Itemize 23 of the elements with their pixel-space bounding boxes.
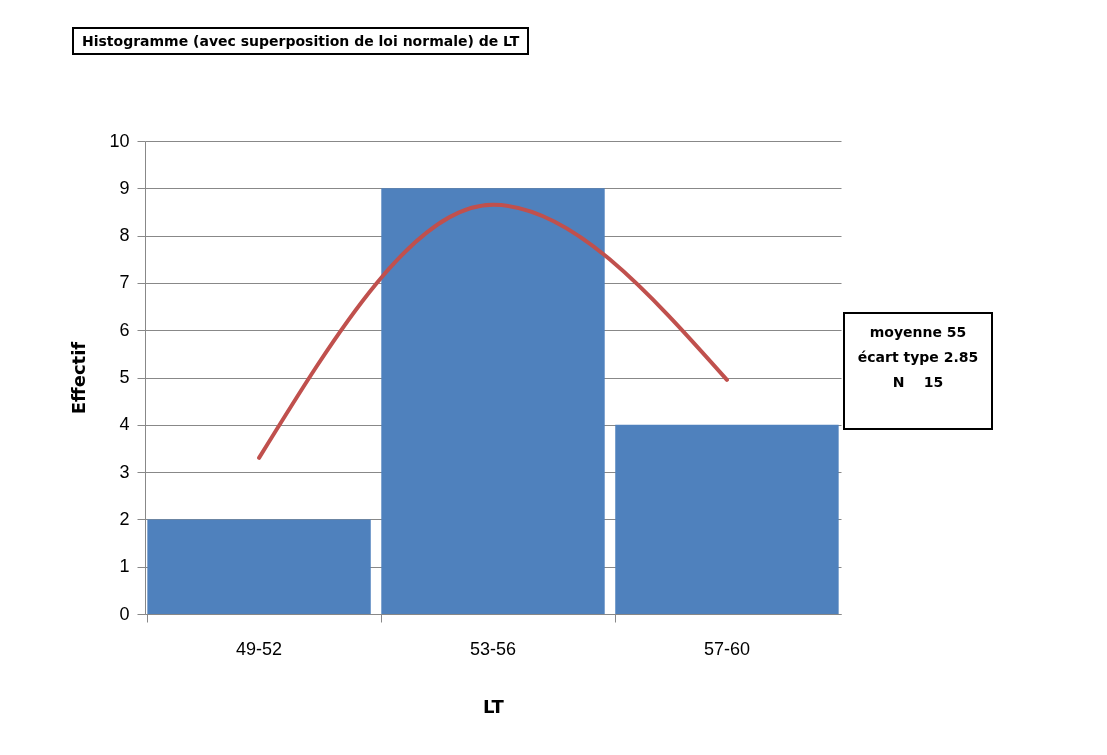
y-tick-label: 4 [119, 414, 130, 435]
text: écart type 2.85 [856, 348, 980, 367]
y-tick-label: 9 [119, 177, 130, 198]
x-tick-label: 53-56 [469, 638, 517, 659]
x-tick-label: 49-52 [236, 638, 283, 659]
chart-title: Histogramme (avec superposition de loi normale) de LT [72, 27, 530, 55]
x-axis-title: LT [483, 695, 505, 717]
y-tick-label: 8 [119, 225, 130, 246]
y-tick-label: 2 [119, 508, 130, 529]
y-tick-label: 7 [119, 272, 130, 293]
y-tick-label: 10 [109, 130, 130, 151]
bar [147, 519, 371, 614]
y-tick-label: 0 [119, 603, 130, 624]
bar [615, 424, 839, 614]
y-tick-label: 3 [119, 461, 130, 482]
text: N 15 [891, 373, 945, 392]
bar [381, 188, 605, 614]
y-tick-label: 5 [119, 367, 130, 387]
text: moyenne 55 [868, 323, 968, 342]
y-tick-label: 1 [119, 556, 130, 577]
x-tick-label: 57-60 [703, 638, 750, 659]
y-axis-title: Effectif [68, 341, 90, 415]
y-tick-label: 6 [119, 319, 130, 340]
